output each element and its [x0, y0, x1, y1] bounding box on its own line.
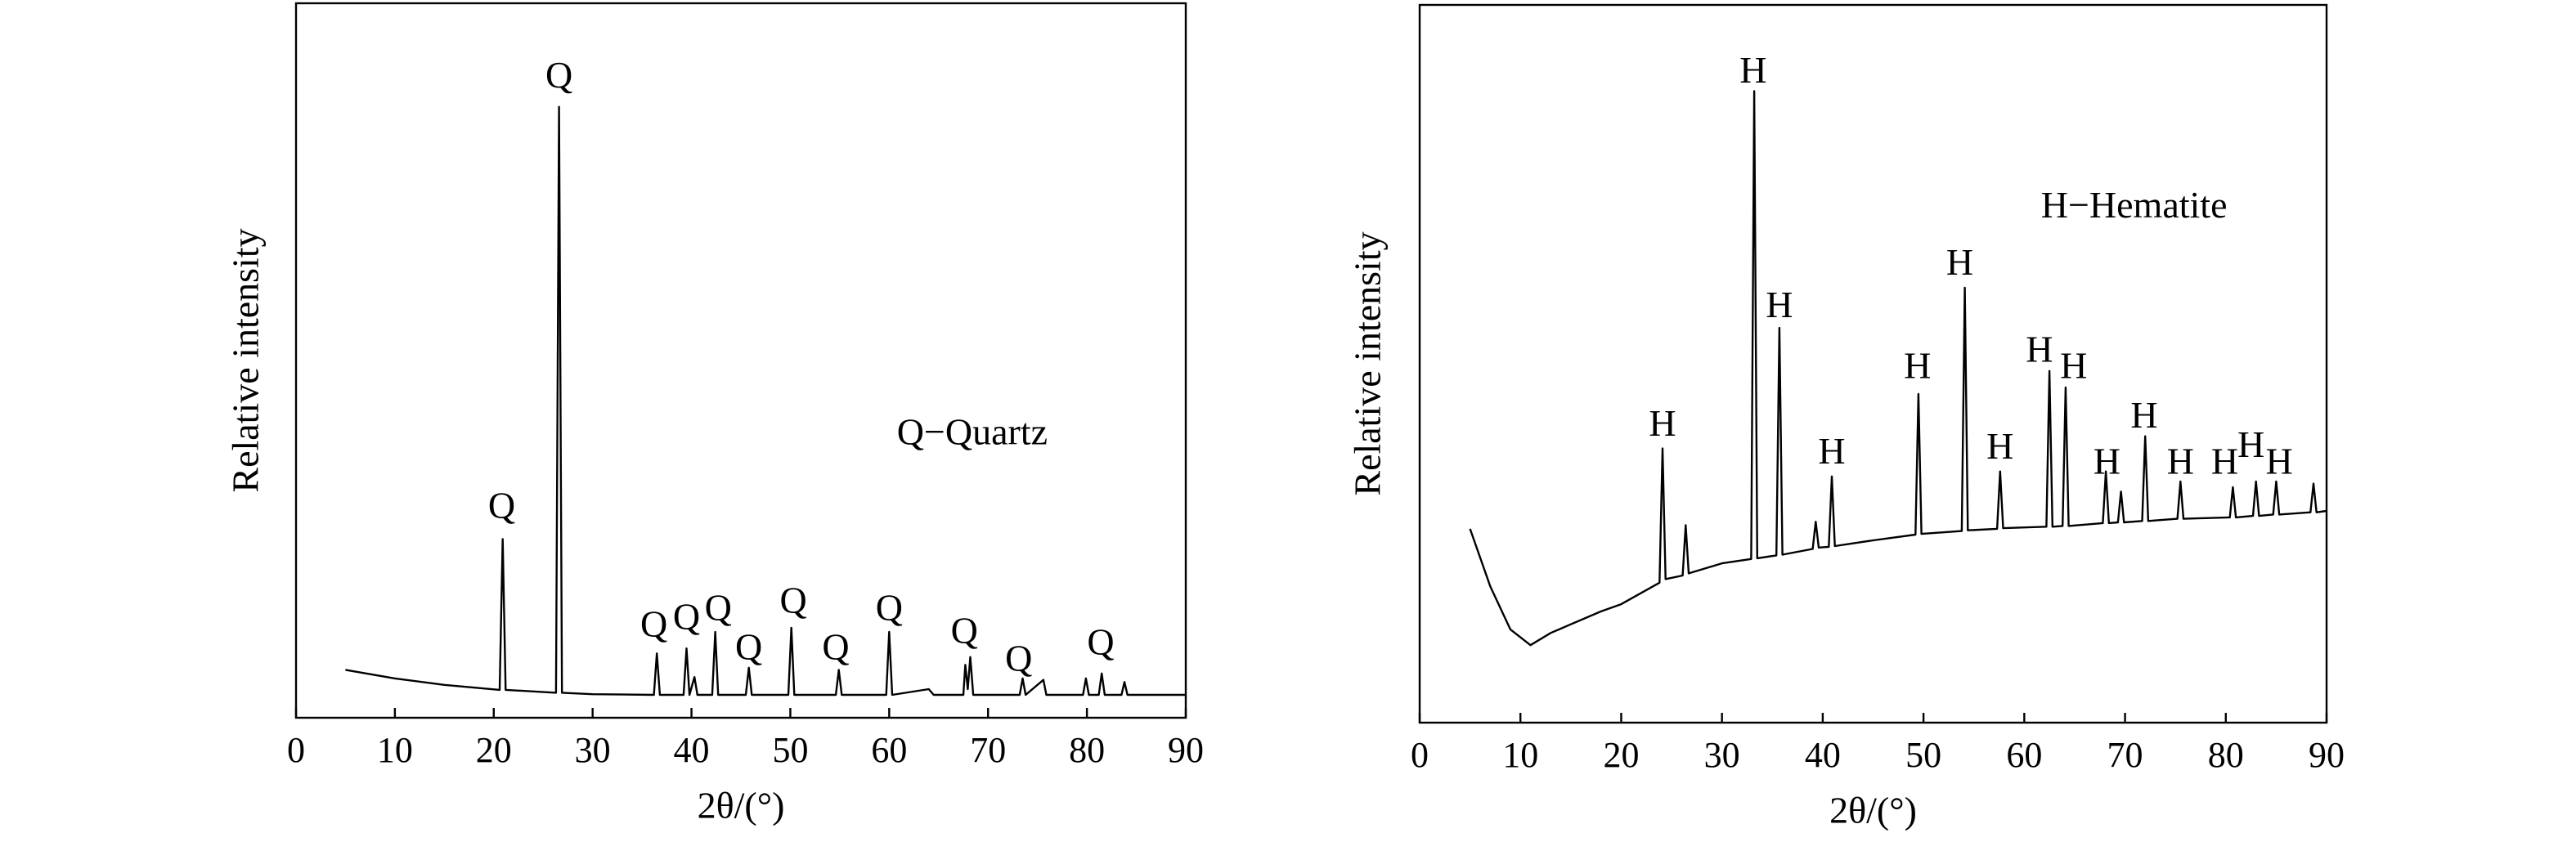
y-axis-title: Relative intensity [1347, 231, 1389, 495]
peak-label: Q [876, 586, 903, 628]
x-tick-label: 40 [1805, 735, 1841, 775]
peak-label: H [2060, 345, 2087, 387]
peak-label: H [1766, 284, 1793, 325]
peak-label: Q [1087, 620, 1114, 662]
x-tick-label: 60 [2006, 735, 2042, 775]
x-tick-label: 80 [1069, 730, 1105, 770]
x-tick-label: 0 [1411, 735, 1429, 775]
x-axis-title: 2θ/(°) [1829, 790, 1917, 831]
peak-label: H [2237, 423, 2264, 465]
peak-label: Q [545, 54, 572, 96]
x-axis-title: 2θ/(°) [698, 785, 785, 826]
peak-label: Q [1005, 637, 1032, 679]
peak-label: Q [640, 602, 667, 644]
x-tick-label: 80 [2208, 735, 2244, 775]
x-tick-label: 0 [287, 730, 305, 770]
x-tick-label: 20 [476, 730, 512, 770]
peak-label: Q−Quartz [897, 410, 1048, 452]
peak-label: H [1986, 425, 2013, 467]
peak-label: H [2130, 394, 2157, 436]
x-tick-label: 10 [377, 730, 413, 770]
peak-label: H [2211, 440, 2238, 481]
peak-label: Q [705, 586, 732, 628]
peak-label: H [1649, 402, 1676, 444]
x-tick-label: 40 [674, 730, 710, 770]
peak-label: Q [673, 596, 700, 638]
x-tick-label: 70 [970, 730, 1006, 770]
x-tick-label: 30 [575, 730, 611, 770]
x-tick-label: 60 [871, 730, 907, 770]
peak-label: H [2094, 440, 2120, 481]
peak-label: Q [735, 625, 762, 667]
peak-label: Q [822, 625, 849, 667]
peak-label: Q [488, 484, 515, 526]
peak-label: H [1904, 345, 1931, 387]
x-tick-label: 90 [1168, 730, 1204, 770]
peak-label: Q [779, 580, 806, 621]
x-tick-label: 50 [1905, 735, 1941, 775]
peak-label: H [1946, 241, 1973, 283]
x-tick-label: 30 [1704, 735, 1740, 775]
plot-frame [294, 2, 1187, 719]
peak-label: H [1739, 49, 1766, 91]
y-axis-title: Relative intensity [225, 228, 267, 492]
peak-label: H [1818, 430, 1845, 472]
x-tick-label: 70 [2107, 735, 2143, 775]
peak-label: H−Hematite [2041, 184, 2228, 226]
x-tick-label: 50 [772, 730, 808, 770]
peak-label: H [2265, 440, 2292, 481]
xrd-line [1469, 90, 2327, 647]
peak-label: H [2026, 328, 2053, 369]
x-tick-label: 90 [2309, 735, 2345, 775]
xrd-line [345, 105, 1186, 696]
x-tick-label: 10 [1502, 735, 1538, 775]
peak-label: Q [951, 609, 978, 651]
peak-label: H [2167, 440, 2194, 481]
x-tick-label: 20 [1603, 735, 1639, 775]
plot-frame [1418, 3, 2328, 724]
